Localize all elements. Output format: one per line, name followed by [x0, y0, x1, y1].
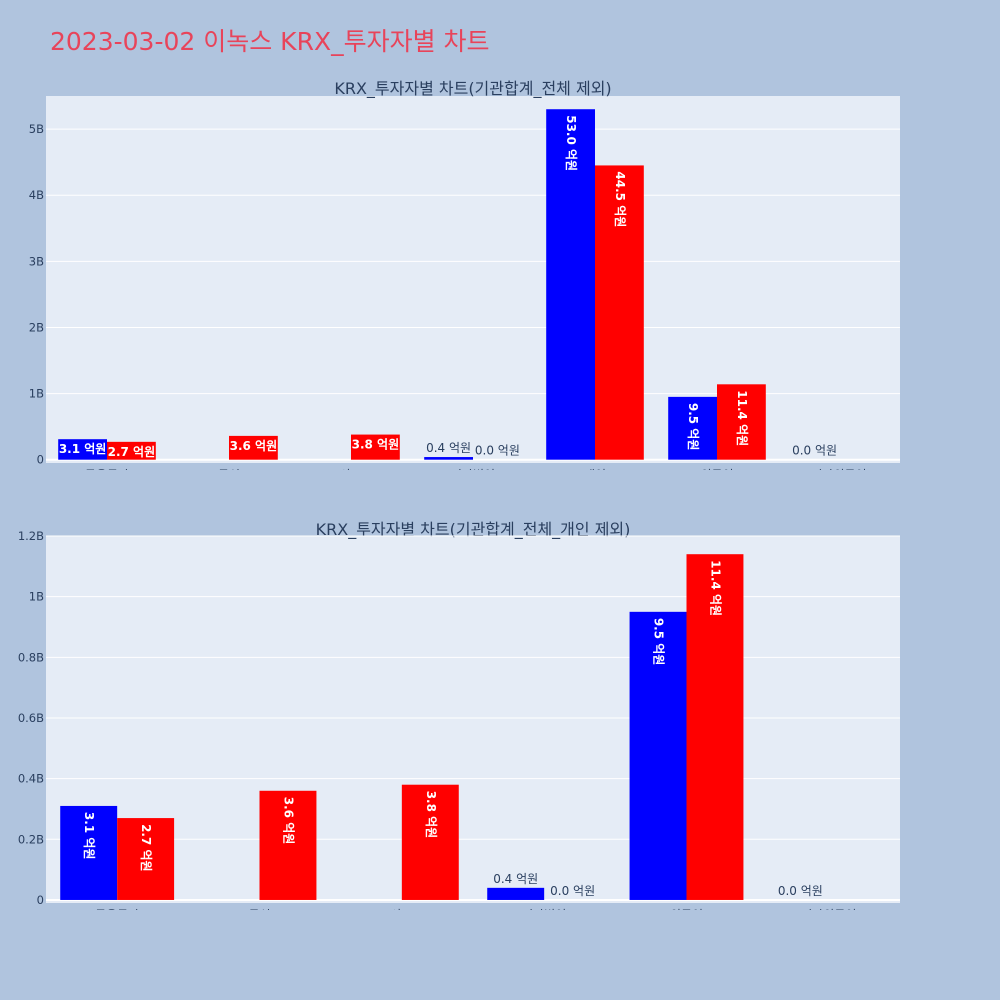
buy-bar [487, 887, 545, 900]
bar-value-label: 3.6 억원 [230, 439, 278, 453]
category-label: 사모 [340, 468, 362, 470]
y-tick-label: 4B [29, 188, 44, 202]
sell-bar [401, 784, 459, 900]
chart-title: KRX_투자자별 차트(기관합계_전체 제외) [334, 79, 611, 99]
bar-value-label: 3.6 억원 [281, 797, 295, 845]
y-tick-label: 0.8B [18, 650, 44, 664]
category-label: 개인 [584, 468, 606, 470]
buy-bar [424, 457, 473, 460]
bar-value-label: 11.4 억원 [735, 390, 749, 446]
bar-value-label: 11.4 억원 [708, 560, 722, 616]
page-title: 2023-03-02 이녹스 KRX_투자자별 차트 [50, 27, 490, 56]
bar-value-label: 9.5 억원 [686, 403, 700, 451]
buy-bar [629, 611, 687, 900]
bar-value-label: 3.8 억원 [352, 438, 400, 452]
sell-bar [717, 384, 766, 460]
bar-value-label: 0.0 억원 [778, 884, 823, 898]
plot-area [46, 96, 900, 463]
buy-bar [60, 805, 118, 900]
bar-value-label: 9.5 억원 [652, 618, 666, 666]
category-label: 기타법인 [522, 908, 566, 910]
buy-bar [546, 109, 595, 460]
sell-bar [117, 818, 175, 900]
category-label: 금융투자 [85, 468, 129, 470]
y-tick-label: 0 [37, 453, 44, 467]
sell-bar [595, 165, 644, 460]
chart-excluding-institutions-individuals: KRX_투자자별 차트(기관합계_전체_개인 제외) 0 0.2B 0.4B 0.6B 0… [18, 520, 900, 910]
category-label: 사모 [391, 908, 413, 910]
category-label: 투신 [218, 468, 240, 470]
bar-value-label: 44.5 억원 [613, 171, 627, 227]
category-label: 외국인 [700, 468, 733, 470]
bar-value-label: 3.1 억원 [82, 812, 96, 860]
bar-value-label: 3.1 억원 [59, 442, 107, 456]
y-tick-label: 0 [37, 893, 44, 907]
bar-value-label: 2.7 억원 [139, 824, 153, 872]
category-label: 투신 [248, 908, 270, 910]
plot-area [46, 536, 900, 903]
bar-value-label: 2.7 억원 [108, 445, 156, 459]
y-tick-label: 5B [29, 122, 44, 136]
y-tick-label: 3B [29, 254, 44, 268]
sell-bar [351, 434, 400, 460]
category-label: 기타외국인 [811, 468, 866, 470]
chart-excluding-institutions: KRX_투자자별 차트(기관합계_전체 제외) 0 1B 2B 3B 4B 5B 금융투자 3.… [29, 79, 900, 470]
bar-value-label: 3.8 억원 [424, 791, 438, 839]
category-label: 외국인 [670, 908, 703, 910]
bar-value-label: 53.0 억원 [564, 115, 578, 171]
category-label: 금융투자 [95, 908, 139, 910]
sell-bar [686, 554, 744, 900]
y-tick-label: 1.2B [18, 529, 44, 543]
bar-value-label: 0.0 억원 [550, 884, 595, 898]
chart-title: KRX_투자자별 차트(기관합계_전체_개인 제외) [316, 520, 631, 540]
sell-bar [107, 441, 156, 460]
y-tick-label: 1B [29, 590, 44, 604]
category-label: 기타외국인 [801, 908, 856, 910]
y-tick-label: 0.6B [18, 711, 44, 725]
bar-value-label: 0.0 억원 [792, 444, 837, 458]
y-tick-label: 1B [29, 387, 44, 401]
sell-bar [259, 790, 317, 900]
bar-value-label: 0.4 억원 [426, 441, 471, 455]
bar-value-label: 0.0 억원 [475, 444, 520, 458]
category-label: 기타법인 [451, 468, 495, 470]
y-tick-label: 0.4B [18, 772, 44, 786]
buy-bar [668, 396, 717, 460]
y-tick-label: 0.2B [18, 832, 44, 846]
buy-bar [58, 439, 107, 460]
bar-value-label: 0.4 억원 [493, 872, 538, 886]
y-tick-label: 2B [29, 320, 44, 334]
sell-bar [229, 435, 278, 460]
